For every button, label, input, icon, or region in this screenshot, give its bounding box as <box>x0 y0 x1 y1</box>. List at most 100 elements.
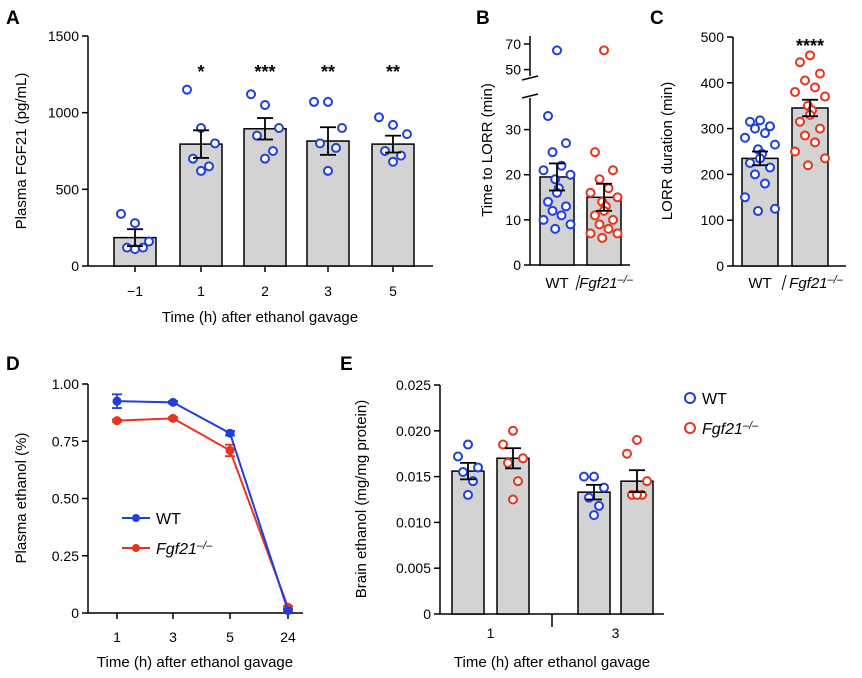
panel-a-data-point <box>374 112 384 123</box>
panel-a-data-point <box>268 146 278 156</box>
panel-a-data-point <box>274 123 284 133</box>
panel-c-data-point <box>810 82 820 93</box>
panel-a-data-point <box>260 153 270 164</box>
panel-b-data-point <box>565 169 576 180</box>
panel-a-y-tick-label: 1500 <box>48 28 79 44</box>
panel-a-significance: * <box>197 62 204 82</box>
panel-e-data-point <box>498 439 508 450</box>
panel-c-data-point <box>820 153 830 164</box>
panel-a-data-point <box>130 218 140 229</box>
panel-c-data-point <box>815 123 825 134</box>
panel-d-x-tick-label: 3 <box>169 629 177 645</box>
panel-c-y-tick-label: 100 <box>701 212 725 228</box>
panel-e-data-point <box>508 494 518 505</box>
panel-d-y-tick-label: 0.75 <box>52 433 79 449</box>
panel-a-data-point <box>331 142 341 153</box>
panel-e-data-point <box>463 489 473 500</box>
panel-a-data-point <box>204 161 214 172</box>
panel-b-data-point <box>594 174 605 185</box>
panel-b-data-point <box>538 214 549 225</box>
panel-a-data-point <box>122 242 132 253</box>
panel-c-data-point <box>815 68 825 79</box>
panel-c-x-label-ko: Fgf21–/– <box>789 274 844 292</box>
panel-e-data-point <box>513 476 523 487</box>
panel-a-data-point <box>252 130 262 141</box>
panel-d-x-label: Time (h) after ethanol gavage <box>97 654 293 671</box>
panel-e-data-point <box>463 439 473 450</box>
panel-d-y-tick-label: 1.00 <box>52 376 79 392</box>
panel-a-data-point <box>260 100 270 110</box>
panel-e-data-point <box>508 425 518 436</box>
panel-a-bar <box>306 140 350 267</box>
panel-a-bar <box>243 128 287 267</box>
panel-e-y-tick-label: 0.010 <box>396 514 431 530</box>
panel-b: B 0 10 20 30 50 70 WT Fgf21–/– Time to LORR (m… <box>476 8 634 292</box>
panel-c-y-label: LORR duration (min) <box>659 82 676 220</box>
panel-b-data-point <box>608 165 618 176</box>
panel-e-x-label: Time (h) after ethanol gavage <box>454 654 650 671</box>
panel-d-data-point <box>112 416 122 426</box>
panel-e-y-tick-label: 0 <box>423 606 431 622</box>
panel-c-data-point <box>740 192 750 203</box>
panel-b-data-point <box>585 228 596 239</box>
panel-d-legend-label-wt: WT <box>156 511 181 528</box>
panel-b-data-point <box>543 111 553 122</box>
panel-c-data-point <box>745 116 755 127</box>
panel-d-x-tick-label: 24 <box>280 629 296 645</box>
panel-e-data-point <box>642 476 652 487</box>
panel-a-data-point <box>246 89 256 100</box>
panel-a-y-tick-label: 1000 <box>48 105 79 121</box>
panel-c-data-point <box>770 203 780 214</box>
panel-c-data-point <box>790 86 800 97</box>
panel-c-data-point <box>770 139 780 150</box>
panel-a-x-tick-label: 3 <box>324 283 332 299</box>
panel-c-data-point <box>795 116 805 127</box>
panel-d-series-line <box>116 400 289 612</box>
panel-e-data-point <box>453 451 463 462</box>
panel-b-data-point <box>603 223 614 234</box>
panel-b-y-tick-label: 50 <box>505 62 521 78</box>
panel-b-data-point <box>599 45 609 56</box>
panel-b-y-tick-label: 0 <box>513 257 521 273</box>
panel-a-data-point <box>388 119 398 130</box>
panel-c-data-point <box>795 57 805 68</box>
panel-e-bar <box>496 457 530 615</box>
panel-e-y-tick-label: 0.015 <box>396 469 431 485</box>
panel-a-data-point <box>309 96 319 107</box>
panel-b-x-divider <box>575 274 581 291</box>
panel-e: E 0 0.005 0.010 0.015 0.020 0.025 1 3 WT Fgf21–… <box>340 354 759 671</box>
panel-a-data-point <box>388 156 398 167</box>
panel-a-x-tick-label: −1 <box>127 283 143 299</box>
panel-b-data-point <box>550 223 561 234</box>
panel-c-data-point <box>755 115 765 126</box>
panel-e-data-point <box>632 434 642 445</box>
panel-a-data-point <box>323 96 333 107</box>
panel-e-data-point <box>503 457 513 468</box>
panel-label-c: C <box>650 8 664 29</box>
panel-c-data-point <box>760 178 770 189</box>
panel-b-y-tick-label: 10 <box>505 212 521 228</box>
panel-e-legend-marker <box>684 422 696 434</box>
panel-c-y-tick-label: 500 <box>701 29 725 45</box>
panel-d-data-point <box>225 445 235 455</box>
panel-a-data-point <box>323 165 333 176</box>
panel-a-significance: ** <box>386 62 400 82</box>
panel-c-data-point <box>750 123 760 134</box>
panel-d-legend-marker <box>132 514 140 522</box>
panel-e-data-point <box>584 492 594 503</box>
panel-e-data-point <box>594 500 604 511</box>
panel-d-y-tick-label: 0 <box>71 605 79 621</box>
panel-c-y-tick-label: 200 <box>701 166 725 182</box>
panel-d: D 0 0.25 0.50 0.75 1.00 1 3 5 24 WT Fgf21–/– Pla… <box>6 354 303 671</box>
panel-b-y-tick-label: 20 <box>505 167 521 183</box>
panel-d-series-line <box>116 417 289 608</box>
panel-e-y-tick-label: 0.020 <box>396 423 431 439</box>
panel-a-x-tick-label: 2 <box>261 283 269 299</box>
panel-d-data-point <box>283 606 293 616</box>
panel-c-data-point <box>810 137 820 148</box>
panel-a-data-point <box>196 165 206 176</box>
panel-d-x-tick-label: 1 <box>113 629 121 645</box>
panel-c-data-point <box>803 160 813 171</box>
panel-c: C 0 100 200 300 400 500 WT Fgf21–/– **** LORR … <box>650 8 846 292</box>
